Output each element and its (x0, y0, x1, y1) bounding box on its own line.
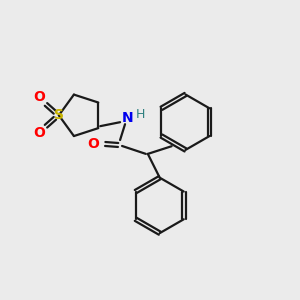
Text: S: S (54, 108, 64, 122)
Text: O: O (87, 137, 99, 151)
Text: N: N (122, 111, 134, 125)
Text: O: O (33, 91, 45, 104)
Text: H: H (136, 108, 146, 121)
Text: O: O (33, 126, 45, 140)
